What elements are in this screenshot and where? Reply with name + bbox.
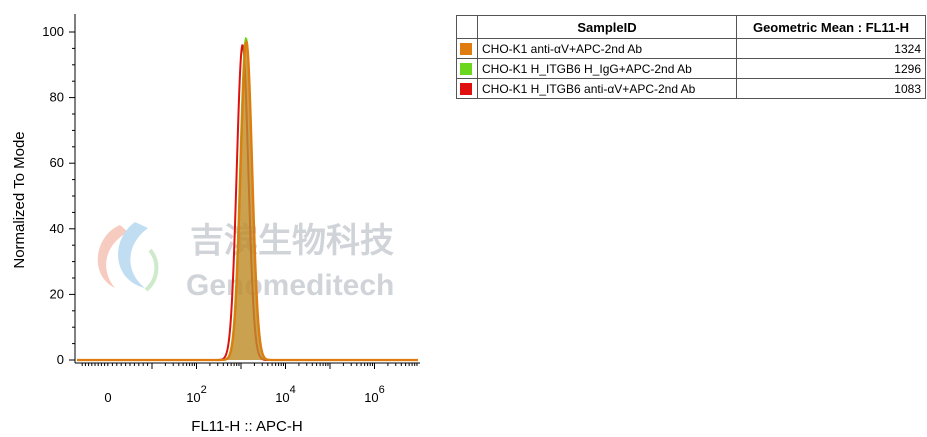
legend-geometric-mean: 1083 <box>736 78 926 99</box>
legend-header-mean: Geometric Mean : FL11-H <box>736 15 926 39</box>
x-tick-exponent: 4 <box>290 384 296 396</box>
legend-row: CHO-K1 H_ITGB6 anti-αV+APC-2nd Ab 1083 <box>456 78 926 99</box>
legend-table: SampleID Geometric Mean : FL11-H CHO-K1 … <box>456 15 926 99</box>
legend-header-sample: SampleID <box>477 15 737 39</box>
y-tick-label: 80 <box>50 90 64 105</box>
watermark-logo <box>97 222 159 292</box>
y-tick-label: 60 <box>50 155 64 170</box>
x-tick-label: 104 <box>275 384 296 405</box>
y-tick-label: 20 <box>50 286 64 301</box>
legend-header-row: SampleID Geometric Mean : FL11-H <box>456 15 926 39</box>
watermark-chinese: 吉滨生物科技 <box>190 221 394 261</box>
y-tick-label: 100 <box>42 24 64 39</box>
legend-row: CHO-K1 anti-αV+APC-2nd Ab 1324 <box>456 38 926 59</box>
legend-sample-name: CHO-K1 H_ITGB6 anti-αV+APC-2nd Ab <box>477 78 737 99</box>
legend-swatch-cell <box>456 58 478 79</box>
x-tick-label: 102 <box>186 384 207 405</box>
legend-swatch-cell <box>456 78 478 99</box>
histogram-series-0 <box>77 39 418 362</box>
legend-geometric-mean: 1324 <box>736 38 926 59</box>
legend-swatch <box>460 63 472 76</box>
y-axis-ticks: 0 20 40 60 80 100 <box>42 24 75 367</box>
legend-sample-name: CHO-K1 H_ITGB6 H_IgG+APC-2nd Ab <box>477 58 737 79</box>
x-tick-exponent: 6 <box>379 384 385 396</box>
legend-sample-name: CHO-K1 anti-αV+APC-2nd Ab <box>477 38 737 59</box>
legend-row: CHO-K1 H_ITGB6 H_IgG+APC-2nd Ab 1296 <box>456 58 926 79</box>
legend-header-swatch <box>456 15 478 39</box>
y-tick-label: 40 <box>50 221 64 236</box>
watermark-english: Genomeditech <box>186 269 394 302</box>
legend-geometric-mean: 1296 <box>736 58 926 79</box>
x-tick-label: 106 <box>364 384 385 405</box>
x-axis-title: FL11-H :: APC-H <box>191 418 302 435</box>
x-tick-exponent: 2 <box>201 384 207 396</box>
legend-swatch <box>460 83 472 96</box>
histogram-curves <box>77 36 418 362</box>
x-tick-label: 0 <box>104 390 111 405</box>
legend-swatch <box>460 43 472 56</box>
y-tick-label: 0 <box>57 352 64 367</box>
x-axis-ticks: 0 102 104 106 <box>81 363 418 405</box>
legend-swatch-cell <box>456 38 478 59</box>
y-axis-title: Normalized To Mode <box>11 131 28 268</box>
